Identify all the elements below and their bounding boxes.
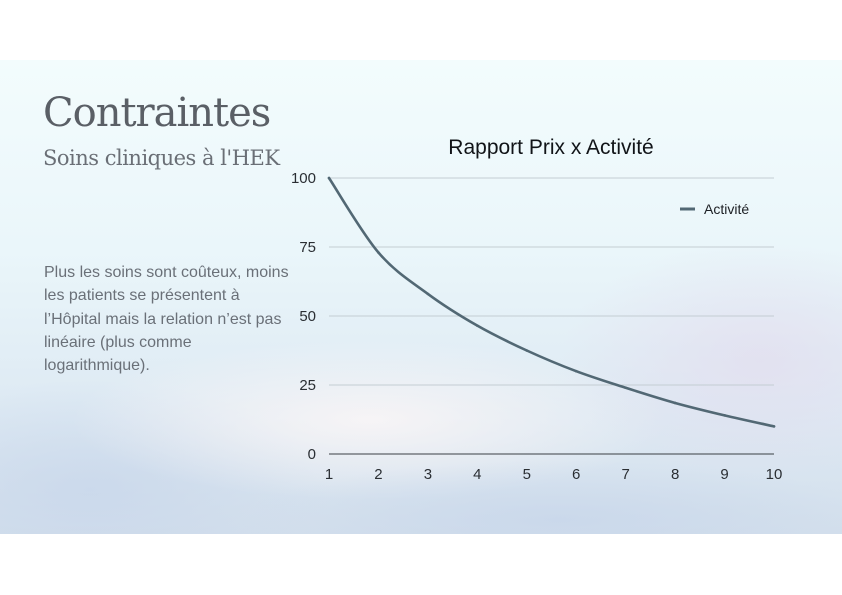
series-lines: [327, 176, 776, 428]
data-point: [476, 324, 479, 327]
y-tick-label: 75: [299, 239, 316, 256]
x-tick-label: 9: [720, 466, 728, 483]
line-chart: Rapport Prix x Activité 0 25 50 75 100 1 2 3 4 5…: [291, 136, 783, 483]
data-point: [327, 176, 331, 180]
data-point: [525, 349, 529, 352]
y-tick-labels: 0 25 50 75 100: [291, 170, 316, 463]
y-tick-label: 50: [299, 308, 316, 325]
data-point: [723, 414, 726, 417]
slide-title: Contraintes: [43, 90, 271, 136]
x-tick-label: 7: [621, 466, 629, 483]
x-tick-label: 10: [766, 466, 783, 483]
data-point: [574, 369, 578, 373]
chart-title: Rapport Prix x Activité: [448, 136, 653, 159]
x-tick-label: 2: [374, 466, 382, 483]
body-text: Plus les soins sont coûteux, moins les p…: [44, 264, 289, 375]
data-point: [426, 292, 430, 296]
legend-label: Activité: [704, 201, 749, 217]
data-point: [772, 425, 776, 428]
data-point: [377, 251, 380, 254]
slide: Contraintes Soins cliniques à l'HEK Plus…: [0, 60, 842, 534]
y-tick-label: 100: [291, 170, 316, 187]
legend: Activité: [680, 201, 749, 217]
data-points: [327, 176, 776, 428]
series-line-activite: [327, 176, 776, 428]
y-tick-label: 0: [308, 446, 316, 463]
x-tick-label: 6: [572, 466, 580, 483]
x-tick-label: 4: [473, 466, 481, 483]
x-tick-label: 8: [671, 466, 679, 483]
x-tick-labels: 1 2 3 4 5 6 7 8 9 10: [325, 466, 783, 483]
slide-background: [0, 240, 842, 534]
x-tick-label: 1: [325, 466, 333, 483]
slide-subtitle: Soins cliniques à l'HEK: [43, 146, 280, 170]
data-point: [624, 386, 627, 390]
x-tick-label: 5: [523, 466, 531, 483]
y-tick-label: 25: [299, 377, 316, 394]
grid-lines: [329, 177, 774, 386]
data-point: [673, 401, 677, 405]
x-tick-label: 3: [424, 466, 432, 483]
